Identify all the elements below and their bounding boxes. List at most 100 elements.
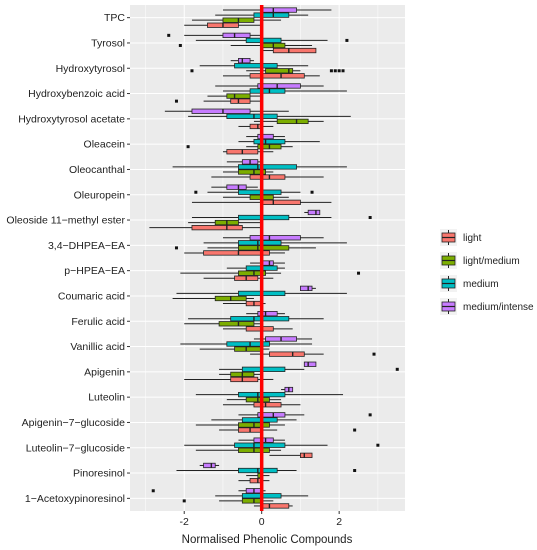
box-body <box>245 37 282 44</box>
box-3-10 <box>250 260 285 266</box>
box-3-0 <box>222 7 332 13</box>
box-1-6 <box>222 169 274 175</box>
box-0-8 <box>149 225 262 231</box>
box-body <box>238 58 251 64</box>
box-body <box>191 225 243 231</box>
box-body <box>253 402 282 408</box>
box-body <box>222 32 251 38</box>
box-3-15 <box>281 386 294 393</box>
box-body <box>241 498 263 504</box>
box-3-3 <box>215 83 324 89</box>
legend-entry: medium/intense <box>440 298 534 315</box>
box-3-18 <box>199 462 220 469</box>
outlier-point <box>345 38 349 42</box>
box-body <box>238 164 297 170</box>
y-tick-label: Coumaric acid <box>58 290 125 302</box>
box-0-3 <box>174 98 262 104</box>
x-axis-title: Normalised Phenolic Compounds <box>182 534 353 546</box>
box-0-13 <box>250 351 376 357</box>
box-body <box>234 346 263 352</box>
box-body <box>261 7 297 13</box>
box-2-0 <box>215 12 309 18</box>
outlier-point <box>357 271 361 275</box>
box-body <box>257 311 278 317</box>
box-3-16 <box>238 412 372 418</box>
box-body <box>249 88 286 94</box>
box-3-14 <box>303 361 317 367</box>
outlier-point <box>333 69 337 73</box>
box-body <box>238 245 290 251</box>
outlier-point <box>174 99 178 103</box>
box-body <box>230 98 251 104</box>
y-tick-label: Oleuropein <box>74 189 126 201</box>
box-3-7 <box>211 184 258 190</box>
y-tick-label: Luteolin−7−glucoside <box>26 442 125 454</box>
outlier-point <box>310 190 314 194</box>
y-tick-label: TPC <box>104 12 125 24</box>
box-3-17 <box>238 437 285 443</box>
box-body <box>257 83 301 89</box>
box-2-2 <box>199 63 309 69</box>
box-body <box>253 138 286 145</box>
box-body <box>257 412 286 418</box>
outlier-point <box>167 33 171 37</box>
outlier-point <box>395 367 399 371</box>
box-body <box>226 341 270 347</box>
box-body <box>300 452 313 458</box>
box-3-12 <box>246 311 285 317</box>
box-1-3 <box>207 93 262 99</box>
box-body <box>245 326 274 332</box>
y-tick-label: Ferulic acid <box>71 316 125 328</box>
box-0-14 <box>184 376 274 383</box>
box-3-11 <box>300 285 316 291</box>
x-tick-label: -2 <box>180 516 189 528</box>
y-tick-label: Pinoresinol <box>73 468 125 480</box>
y-tick-label: Tyrosol <box>91 37 125 49</box>
box-body <box>307 209 321 216</box>
box-2-14 <box>219 366 399 372</box>
box-1-19 <box>182 498 274 504</box>
y-tick-label: 3,4−DHPEA−EA <box>48 240 125 252</box>
box-3-1 <box>167 32 262 38</box>
outlier-point <box>194 190 198 194</box>
legend-entry: medium <box>440 275 499 292</box>
box-0-5 <box>222 149 274 155</box>
y-tick-label: Hydroxytyrosol <box>56 63 125 75</box>
box-0-7 <box>191 199 332 205</box>
box-body <box>253 12 290 18</box>
box-body <box>238 270 266 276</box>
box-0-17 <box>269 452 313 458</box>
plot-panel <box>130 5 405 511</box>
box-3-9 <box>222 235 324 241</box>
y-tick-label: 1−Acetoxypinoresinol <box>25 493 125 505</box>
box-3-4 <box>164 108 289 114</box>
box-0-11 <box>222 300 266 307</box>
box-1-16 <box>195 422 285 428</box>
box-1-8 <box>188 219 262 226</box>
box-body <box>203 462 216 469</box>
legend-entry: light <box>440 229 482 246</box>
outlier-point <box>190 69 194 73</box>
box-body <box>238 169 266 175</box>
box-0-10 <box>203 275 274 281</box>
box-body <box>230 376 259 383</box>
box-0-15 <box>222 402 301 408</box>
box-body <box>191 108 251 114</box>
box-body <box>230 316 290 322</box>
outlier-point <box>178 43 182 47</box>
y-tick-label: Hydroxybenzoic acid <box>28 88 125 100</box>
outlier-point <box>368 216 372 220</box>
box-3-13 <box>253 336 313 342</box>
outlier-point <box>174 246 178 250</box>
legend-label: light <box>463 233 482 244</box>
outlier-point <box>372 352 376 356</box>
y-tick-label: Luteolin <box>88 392 125 404</box>
box-1-15 <box>226 397 282 403</box>
box-body <box>238 214 290 221</box>
x-axis: -2 0 2 <box>180 511 342 528</box>
box-body <box>226 184 247 190</box>
box-body <box>261 199 301 205</box>
box-1-2 <box>190 68 345 74</box>
box-2-5 <box>238 138 320 145</box>
box-0-6 <box>211 174 324 180</box>
